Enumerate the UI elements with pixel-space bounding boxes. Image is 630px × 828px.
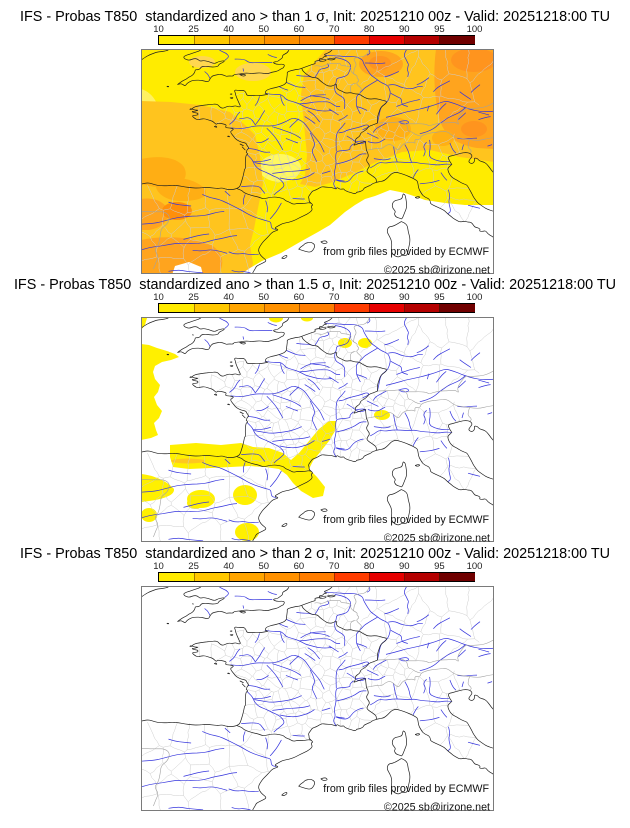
svg-text:©2025 sb@irizone.net: ©2025 sb@irizone.net: [384, 533, 490, 543]
svg-text:from grib files provided by EC: from grib files provided by ECMWF: [323, 246, 489, 258]
svg-text:from grib files provided by EC: from grib files provided by ECMWF: [323, 783, 489, 795]
svg-text:from grib files provided by EC: from grib files provided by ECMWF: [323, 514, 489, 526]
svg-text:©2025 sb@irizone.net: ©2025 sb@irizone.net: [384, 265, 490, 275]
svg-text:©2025 sb@irizone.net: ©2025 sb@irizone.net: [384, 802, 490, 812]
